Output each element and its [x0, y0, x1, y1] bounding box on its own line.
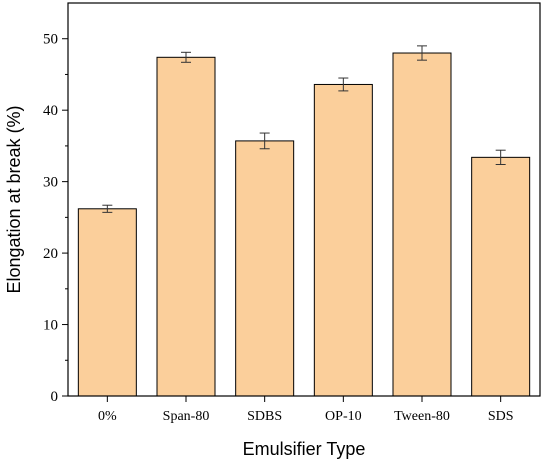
x-axis: 0% Span-80 SDBS OP-10 Tween-80 SDS: [98, 396, 514, 424]
y-tick-label-40: 40: [43, 103, 58, 119]
bar-0%: [77, 208, 137, 397]
y-tick-label-20: 20: [43, 246, 58, 262]
error-bars-layer: [102, 45, 506, 213]
y-axis-title: Elongation at break (%): [4, 105, 24, 293]
bar-OP-10: [313, 83, 373, 397]
y-tick-label-0: 0: [51, 389, 59, 405]
y-tick-label-30: 30: [43, 175, 58, 191]
bar-Tween-80: [392, 52, 452, 397]
plot-frame: [67, 2, 541, 397]
y-tick-label-10: 10: [43, 318, 58, 334]
x-axis-title: Emulsifier Type: [243, 439, 366, 459]
x-tick-label-SDBS: SDBS: [247, 409, 282, 424]
x-tick-label-Tween-80: Tween-80: [394, 409, 450, 424]
x-tick-label-SDS: SDS: [488, 409, 514, 424]
bar-SDS: [471, 156, 531, 397]
y-tick-label-50: 50: [43, 32, 58, 48]
x-tick-label-0%: 0%: [98, 409, 117, 424]
bar-SDBS: [235, 140, 295, 397]
bar-Span-80: [156, 56, 216, 397]
y-axis: 0 10 20 30 40 50: [43, 32, 68, 405]
x-tick-label-OP-10: OP-10: [325, 409, 362, 424]
x-tick-label-Span-80: Span-80: [163, 409, 210, 424]
bars-layer: [77, 52, 531, 397]
